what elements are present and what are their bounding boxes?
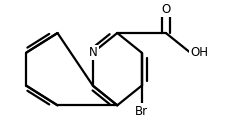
Text: Br: Br [134,105,147,118]
Text: OH: OH [189,46,207,59]
Text: O: O [161,3,170,16]
Text: N: N [88,46,97,59]
